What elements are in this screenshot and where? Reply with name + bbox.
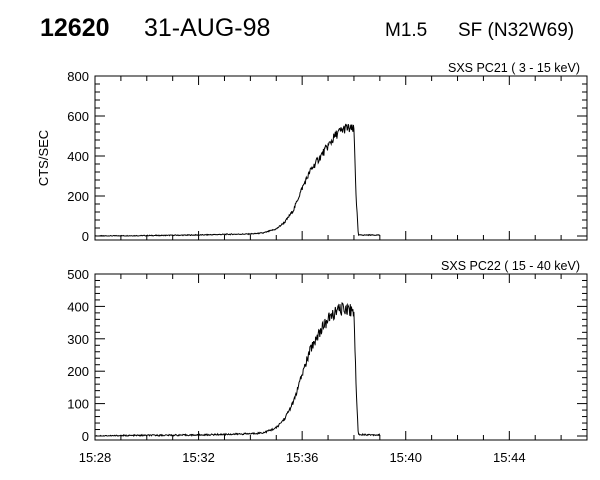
- series-line-1: [94, 123, 380, 237]
- y-tick-label: 400: [67, 299, 89, 314]
- x-tick-label: 15:32: [182, 450, 215, 465]
- flare-class: M1.5: [385, 20, 428, 41]
- y-tick-label: 300: [67, 332, 89, 347]
- y-tick-label: 0: [82, 229, 89, 244]
- y-tick-label: 100: [67, 397, 89, 412]
- panel-frame-1: [94, 75, 588, 241]
- panel-frame-2: [94, 273, 588, 441]
- x-tick-label: 15:44: [493, 450, 526, 465]
- y-tick-label: 600: [67, 109, 89, 124]
- y-tick-label: 200: [67, 364, 89, 379]
- event-date: 31-AUG-98: [144, 14, 271, 42]
- y-axis-label: CTS/SEC: [36, 130, 51, 186]
- y-tick-label: 0: [82, 429, 89, 444]
- panel-title: SXS PC22 ( 15 - 40 keV): [441, 259, 580, 273]
- y-tick-label: 800: [67, 69, 89, 84]
- y-tick-label: 500: [67, 267, 89, 282]
- series-line-2: [94, 302, 381, 438]
- x-tick-label: 15:40: [389, 450, 422, 465]
- event-id: 12620: [40, 14, 110, 42]
- y-tick-label: 400: [67, 149, 89, 164]
- y-tick-label: 200: [67, 189, 89, 204]
- panel-title: SXS PC21 ( 3 - 15 keV): [448, 61, 580, 75]
- x-tick-label: 15:36: [286, 450, 319, 465]
- flare-location: SF (N32W69): [458, 20, 575, 41]
- x-tick-label: 15:28: [79, 450, 112, 465]
